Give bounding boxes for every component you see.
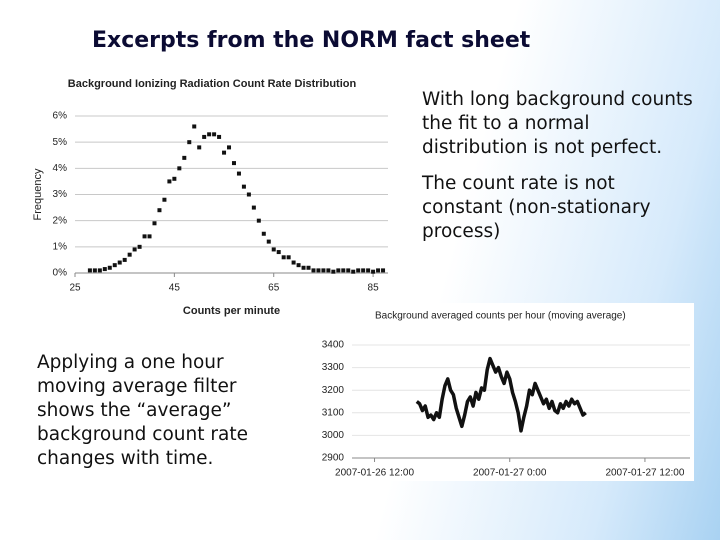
- point: [326, 268, 331, 273]
- point: [177, 166, 182, 171]
- point: [202, 134, 207, 139]
- slide-title: Excerpts from the NORM fact sheet: [92, 28, 531, 53]
- y-tick-label: 2%: [53, 215, 68, 226]
- point: [361, 268, 366, 273]
- paragraph: The count rate is not constant (non-stat…: [422, 173, 651, 242]
- point: [197, 145, 202, 150]
- point: [182, 155, 187, 160]
- point: [266, 239, 271, 244]
- x-tick-label: 45: [169, 283, 181, 294]
- point: [172, 176, 177, 181]
- point: [256, 218, 261, 223]
- point: [296, 263, 301, 268]
- point: [192, 124, 197, 129]
- point: [306, 265, 311, 270]
- y-tick-label: 3300: [322, 362, 345, 373]
- x-tick-label: 2007-01-26 12:00: [335, 468, 414, 479]
- point: [142, 234, 147, 239]
- point: [187, 140, 192, 145]
- y-axis-label: Frequency: [32, 168, 44, 220]
- y-tick-label: 0%: [53, 268, 68, 279]
- point: [117, 260, 122, 265]
- x-tick-label: 25: [69, 283, 81, 294]
- point: [271, 247, 276, 252]
- point: [157, 208, 162, 213]
- chart-panel: [21, 68, 401, 329]
- point: [132, 247, 137, 252]
- point: [236, 171, 241, 176]
- point: [167, 179, 172, 184]
- point: [276, 250, 281, 255]
- y-tick-label: 4%: [53, 163, 68, 174]
- paragraph: With long background counts the fit to a…: [422, 89, 693, 158]
- point: [381, 268, 386, 273]
- y-tick-label: 1%: [53, 241, 68, 252]
- point: [107, 265, 112, 270]
- y-tick-label: 3000: [322, 430, 345, 441]
- point: [366, 268, 371, 273]
- y-tick-label: 3200: [322, 385, 345, 396]
- x-tick-label: 2007-01-27 12:00: [605, 468, 684, 479]
- point: [246, 192, 251, 197]
- point: [162, 197, 167, 202]
- x-tick-label: 2007-01-27 0:00: [473, 468, 547, 479]
- point: [336, 268, 341, 273]
- point: [251, 205, 256, 210]
- x-axis-label: Counts per minute: [183, 305, 280, 317]
- point: [227, 145, 232, 150]
- y-tick-label: 5%: [53, 137, 68, 148]
- point: [346, 268, 351, 273]
- point: [331, 269, 336, 274]
- point: [112, 263, 117, 268]
- point: [341, 268, 346, 273]
- point: [231, 161, 236, 166]
- point: [376, 268, 381, 273]
- chart-panel: [322, 303, 694, 481]
- point: [261, 231, 266, 236]
- point: [97, 268, 102, 273]
- y-tick-label: 6%: [53, 111, 68, 122]
- point: [291, 260, 296, 265]
- point: [286, 255, 291, 260]
- point: [222, 150, 227, 155]
- point: [316, 268, 321, 273]
- y-tick-label: 3100: [322, 407, 345, 418]
- point: [217, 134, 222, 139]
- paragraph: Applying a one hour moving average filte…: [37, 352, 248, 469]
- point: [207, 132, 212, 137]
- point: [321, 268, 326, 273]
- y-tick-label: 2900: [322, 453, 345, 464]
- point: [311, 268, 316, 273]
- point: [301, 265, 306, 270]
- point: [102, 267, 107, 272]
- point: [371, 269, 376, 274]
- point: [281, 255, 286, 260]
- y-tick-label: 3400: [322, 340, 345, 351]
- point: [87, 268, 92, 273]
- point: [212, 132, 217, 137]
- point: [351, 269, 356, 274]
- chart-title: Background Ionizing Radiation Count Rate…: [68, 78, 357, 90]
- point: [152, 221, 157, 226]
- point: [356, 268, 361, 273]
- x-tick-label: 85: [368, 283, 380, 294]
- chart-title: Background averaged counts per hour (mov…: [375, 311, 626, 322]
- point: [137, 244, 142, 249]
- x-tick-label: 65: [268, 283, 280, 294]
- data-line: [415, 356, 587, 433]
- point: [147, 234, 152, 239]
- point: [241, 184, 246, 189]
- point: [122, 257, 127, 262]
- point: [127, 252, 132, 257]
- y-tick-label: 3%: [53, 189, 68, 200]
- point: [92, 268, 97, 273]
